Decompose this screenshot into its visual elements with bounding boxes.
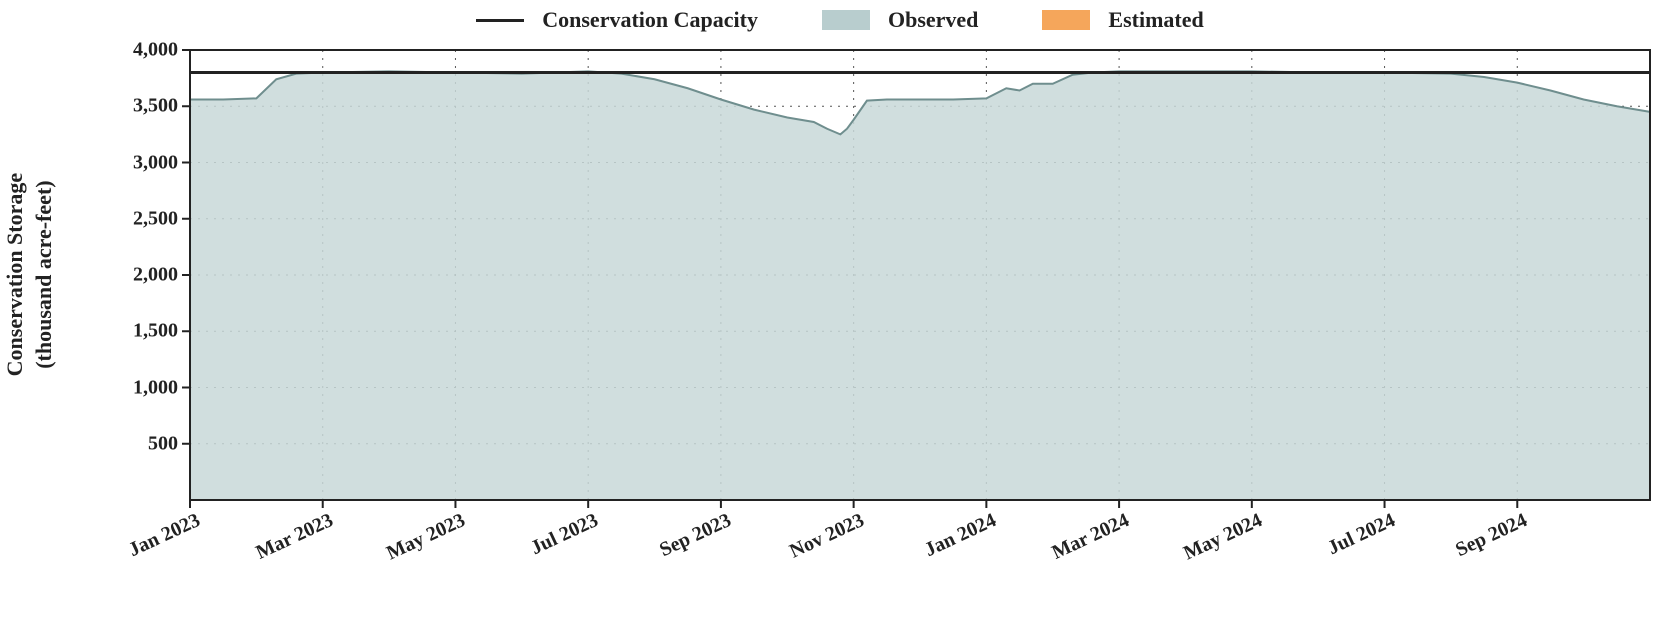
y-axis-title-line1: Conservation Storage xyxy=(2,173,27,376)
x-tick-label: Jan 2023 xyxy=(121,500,204,562)
legend: Conservation Capacity Observed Estimated xyxy=(0,0,1680,40)
y-tick-label: 4,000 xyxy=(133,39,190,62)
legend-label: Estimated xyxy=(1108,7,1203,33)
x-tick-label: Sep 2024 xyxy=(1448,500,1531,562)
plot-area: 5001,0001,5002,0002,5003,0003,5004,000Ja… xyxy=(190,50,1650,500)
storage-chart: Conservation Capacity Observed Estimated… xyxy=(0,0,1680,630)
x-tick-label: Mar 2024 xyxy=(1044,500,1133,565)
x-tick-label: May 2023 xyxy=(379,500,469,565)
legend-swatch-icon xyxy=(822,10,870,30)
y-tick-label: 2,500 xyxy=(133,207,190,230)
legend-item-estimated: Estimated xyxy=(1042,7,1203,33)
x-tick-label: Jan 2024 xyxy=(917,500,1000,562)
x-tick-label: Jul 2023 xyxy=(523,500,602,560)
x-tick-label: May 2024 xyxy=(1176,500,1266,565)
legend-item-capacity: Conservation Capacity xyxy=(476,7,758,33)
legend-label: Conservation Capacity xyxy=(542,7,758,33)
y-tick-label: 3,500 xyxy=(133,95,190,118)
y-axis-title-line2: (thousand acre-feet) xyxy=(31,181,56,369)
x-tick-label: Mar 2023 xyxy=(248,500,337,565)
plot-svg xyxy=(190,50,1650,500)
y-axis-title: Conservation Storage (thousand acre-feet… xyxy=(0,50,60,500)
legend-line-icon xyxy=(476,19,524,22)
legend-item-observed: Observed xyxy=(822,7,978,33)
x-tick-label: Jul 2024 xyxy=(1320,500,1399,560)
y-tick-label: 1,000 xyxy=(133,376,190,399)
y-tick-label: 1,500 xyxy=(133,320,190,343)
y-tick-label: 2,000 xyxy=(133,264,190,287)
legend-label: Observed xyxy=(888,7,978,33)
legend-swatch-icon xyxy=(1042,10,1090,30)
y-tick-label: 3,000 xyxy=(133,151,190,174)
y-tick-label: 500 xyxy=(148,432,190,455)
x-tick-label: Nov 2023 xyxy=(782,500,868,563)
x-tick-label: Sep 2023 xyxy=(652,500,735,562)
